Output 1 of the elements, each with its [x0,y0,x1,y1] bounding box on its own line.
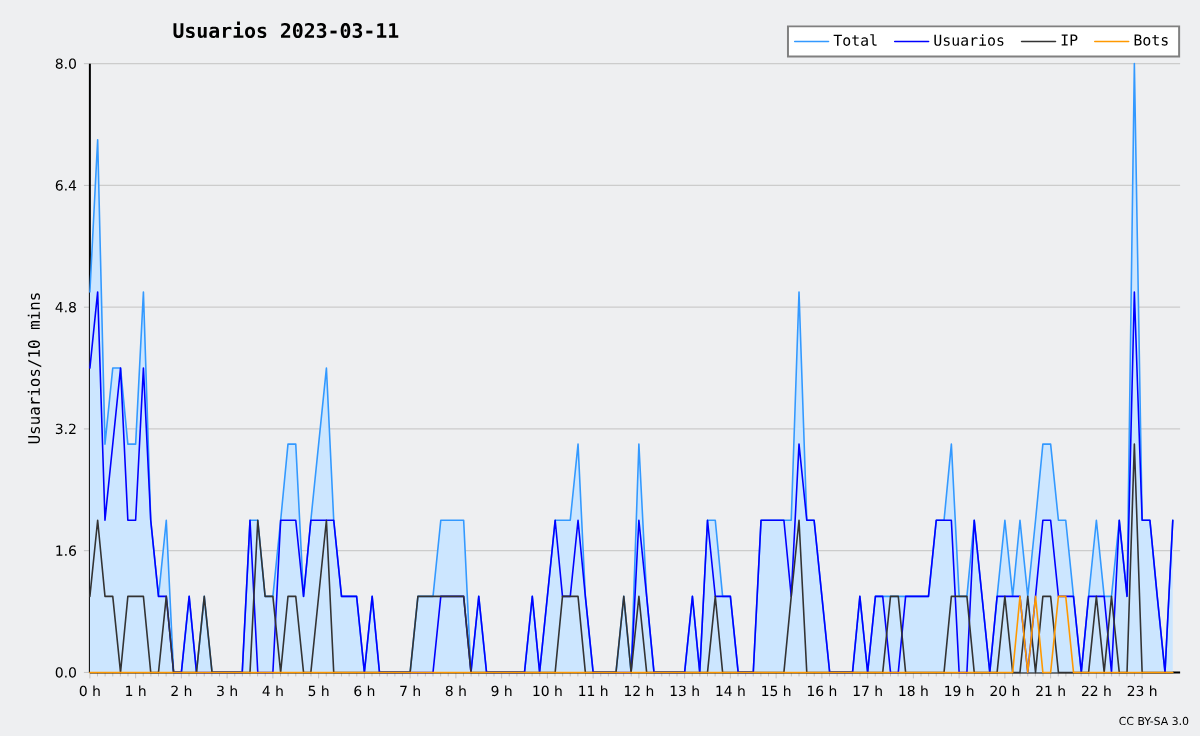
chart-title: Usuarios 2023-03-11 [173,21,399,39]
